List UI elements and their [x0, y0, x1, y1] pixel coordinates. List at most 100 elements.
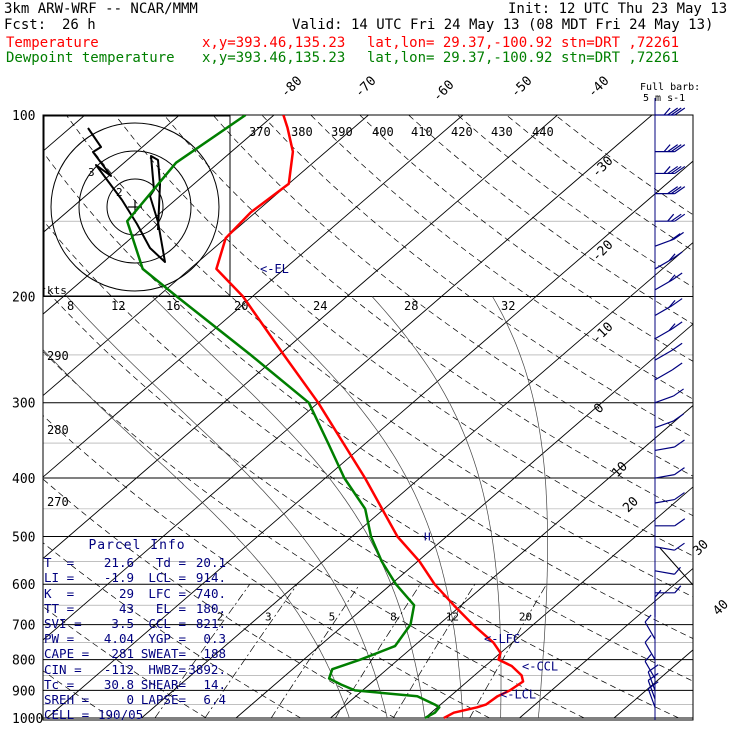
pressure-tick-label: 300 [12, 397, 35, 412]
wind-barb [644, 621, 656, 640]
level-label: <-EL [260, 262, 289, 276]
parcel-info-cell: 30.8 [103, 676, 134, 692]
parcel-info-cell: K = [44, 585, 75, 601]
parcel-info-row: CELL = 190/05 [44, 707, 230, 722]
barb-legend-title: Full barb: [640, 82, 701, 93]
wind-barb-flag [668, 253, 676, 262]
theta-label: 410 [411, 125, 433, 139]
wind-barb [654, 395, 674, 404]
parcel-info-row: PW = 4.04 YGP = 0.3 [44, 631, 230, 646]
parcel-info-row: Tc = 30.8 SHEAR= 14. [44, 677, 230, 692]
dry-adiabat-line [43, 414, 490, 719]
isotherm-line [43, 115, 369, 397]
barb-legend-value: 5 m s-1 [643, 93, 686, 104]
wind-barb-flag [674, 186, 686, 195]
wind-barbs [644, 98, 686, 720]
wind-barb-flag [663, 107, 671, 116]
temperature-legend: Temperature [6, 35, 99, 51]
moist-adiabat-line [371, 296, 502, 718]
isotherm-label: 40 [710, 597, 732, 619]
hodograph-label: 3 [88, 166, 95, 179]
parcel-info-cell: SHEAR= [140, 676, 186, 692]
hodograph: 32 [43, 115, 231, 297]
model-title: 3km ARW-WRF -- NCAR/MMM [4, 1, 198, 17]
wind-barb [654, 498, 675, 504]
mixing-ratio-label: 12 [446, 611, 459, 624]
isotherm-line [43, 115, 464, 478]
parcel-info-cell: LCL = [148, 570, 186, 586]
hodograph-ring [78, 150, 192, 264]
mixing-ratio-label: 2 [217, 611, 224, 624]
parcel-info-row: LI = -1.9 LCL = 914. [44, 570, 230, 585]
parcel-info-cell: 3.5 [111, 616, 134, 632]
wind-barb-flag [671, 272, 683, 281]
parcel-info-cell: 190/05 [98, 707, 144, 723]
parcel-info-cell: 20.1 [195, 555, 226, 571]
parcel-info-cell: LFC = [148, 585, 186, 601]
wind-scale-label: 24 [313, 299, 327, 313]
mixing-ratio-label: 5 [329, 611, 336, 624]
mixing-ratio-line [335, 584, 421, 719]
pressure-tick-label: 200 [12, 291, 35, 306]
level-markers: <-EL <-LFC<-CCL <-LCL H [260, 262, 558, 702]
pressure-tick-label: 600 [12, 578, 35, 593]
moist-adiabat-line [66, 296, 388, 719]
wind-barb-flag [674, 213, 686, 222]
parcel-info-cell: 914. [195, 570, 226, 586]
dry-adiabat-line [114, 115, 693, 557]
parcel-info-cell: Td = [155, 555, 186, 571]
forecast-hour: 26 h [62, 17, 96, 33]
mixing-ratio-line [204, 584, 298, 719]
isotherm-line [43, 115, 275, 315]
wind-barb-flag [674, 144, 686, 153]
dry-adiabat-line [43, 350, 585, 719]
parcel-info-cell: 14. [203, 676, 226, 692]
parcel-info-cell: PW = [44, 631, 75, 647]
wind-barb-flag [668, 323, 676, 332]
wind-barb-flag [674, 585, 682, 594]
isotherm-line [330, 404, 693, 719]
parcel-info-cell: 6.4 [203, 692, 226, 708]
theta-label: 390 [331, 125, 353, 139]
wind-barb-flag [667, 186, 679, 195]
pressure-tick-label: 800 [12, 654, 35, 669]
theta-label: 420 [451, 125, 473, 139]
wind-barb [654, 546, 675, 551]
dewpoint-latlon: lat,lon= 29.37,-100.92 [367, 50, 553, 66]
dry-adiabat-line [163, 115, 693, 517]
wind-barb-flag [673, 413, 684, 422]
wind-barb-flag [644, 614, 652, 623]
wind-barb-flag [671, 342, 683, 351]
wind-barb-flag [674, 107, 686, 116]
parcel-info-cell: 21.6 [103, 555, 134, 571]
moist-adiabat-line [492, 296, 548, 719]
isotherm-line [519, 567, 693, 719]
wind-scale-label: 12 [111, 299, 125, 313]
wind-scale-label: 16 [166, 299, 180, 313]
wind-barb [654, 446, 675, 452]
wind-scale-label: 28 [404, 299, 418, 313]
parcel-info-cell: 821. [195, 616, 226, 632]
wind-barb [644, 642, 656, 660]
dewpoint-legend: Dewpoint temperature [6, 50, 175, 66]
forecast-label: Fcst: [4, 17, 47, 33]
wind-barb-flag [674, 439, 685, 448]
moist-adiabat-line [152, 296, 426, 719]
hodograph-ring [106, 178, 164, 236]
parcel-info-cell: 0.3 [203, 631, 226, 647]
isotherm-line [43, 115, 180, 234]
wind-scale-label: 20 [234, 299, 248, 313]
wind-barb-flag [671, 298, 683, 307]
dry-adiabat-line [43, 219, 693, 682]
temperature-latlon: lat,lon= 29.37,-100.92 [367, 35, 553, 51]
parcel-info-cell: 4.04 [103, 631, 134, 647]
isotherm-label: -10 [589, 320, 616, 347]
level-label: <-LCL [500, 687, 536, 701]
isotherm-line [235, 323, 693, 719]
wind-barb-flag [673, 388, 684, 397]
pressure-tick-label: 900 [12, 684, 35, 699]
mixing-ratio-label: 8 [390, 611, 397, 624]
wind-barb-flag [663, 166, 671, 174]
hodograph-label: 2 [116, 186, 123, 199]
